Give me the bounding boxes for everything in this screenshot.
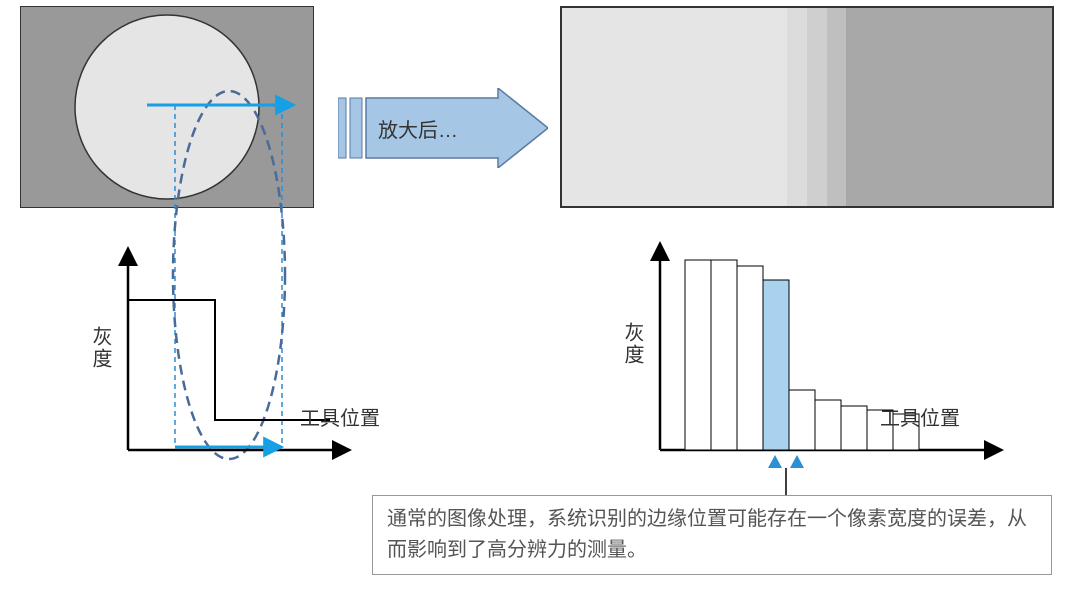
right-image <box>560 6 1054 208</box>
transition-arrow-label: 放大后… <box>378 114 458 143</box>
link-ellipse <box>173 91 285 459</box>
right-image-col <box>827 8 847 206</box>
caption-text: 通常的图像处理，系统识别的边缘位置可能存在一个像素宽度的误差，从而影响到了高分辨… <box>387 508 1027 561</box>
edge-marker-2 <box>790 455 804 468</box>
right-chart-xlabel: 工具位置 <box>880 402 960 431</box>
right-image-col <box>787 8 807 206</box>
right-image-col <box>807 8 827 206</box>
left-chart-ylabel: 灰度 <box>86 326 115 370</box>
right-image-col <box>562 8 787 206</box>
edge-marker-1 <box>768 455 782 468</box>
right-image-col <box>846 8 1052 206</box>
left-chart-xlabel: 工具位置 <box>300 402 380 431</box>
diagram-canvas: 放大后… 灰度 工具位置 灰度 工具位置 通常的图像处理，系统识别的边缘位置可能… <box>0 0 1080 596</box>
caption-box: 通常的图像处理，系统识别的边缘位置可能存在一个像素宽度的误差，从而影响到了高分辨… <box>372 495 1052 575</box>
right-chart-ylabel: 灰度 <box>618 322 647 366</box>
